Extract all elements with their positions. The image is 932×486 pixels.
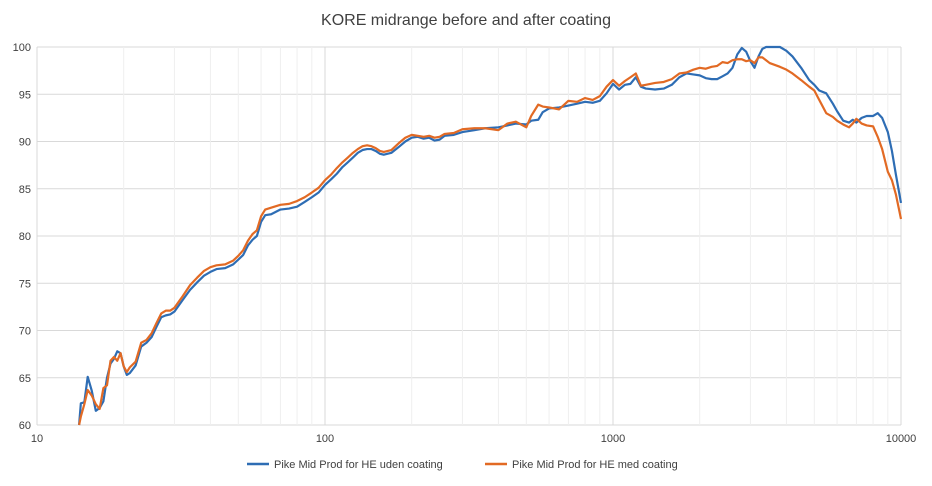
- x-tick-label-100: 100: [316, 433, 334, 445]
- x-tick-label-10000: 10000: [886, 433, 917, 445]
- y-tick-label-90: 90: [19, 137, 31, 149]
- y-tick-label-70: 70: [19, 326, 31, 338]
- series-line-1: [77, 45, 903, 426]
- legend: Pike Mid Prod for HE uden coating Pike Mi…: [247, 459, 678, 471]
- y-tick-label-95: 95: [19, 89, 31, 101]
- legend-label-2: Pike Mid Prod for HE med coating: [512, 459, 678, 471]
- axis-labels: 60 65 70 75 80 85 90 95 100 10 100 1000 10000: [13, 42, 917, 445]
- y-tick-label-60: 60: [19, 420, 31, 432]
- legend-label-1: Pike Mid Prod for HE uden coating: [274, 459, 443, 471]
- y-tick-label-100: 100: [13, 42, 31, 54]
- series-line-2: [78, 56, 903, 426]
- y-tick-label-80: 80: [19, 231, 31, 243]
- y-tick-label-85: 85: [19, 184, 31, 196]
- x-tick-label-1000: 1000: [601, 433, 625, 445]
- y-tick-label-65: 65: [19, 373, 31, 385]
- grid-layer: [36, 46, 902, 426]
- series-layer: [77, 45, 903, 426]
- y-tick-label-75: 75: [19, 278, 31, 290]
- chart-title: KORE midrange before and after coating: [321, 12, 611, 29]
- x-tick-label-10: 10: [31, 433, 43, 445]
